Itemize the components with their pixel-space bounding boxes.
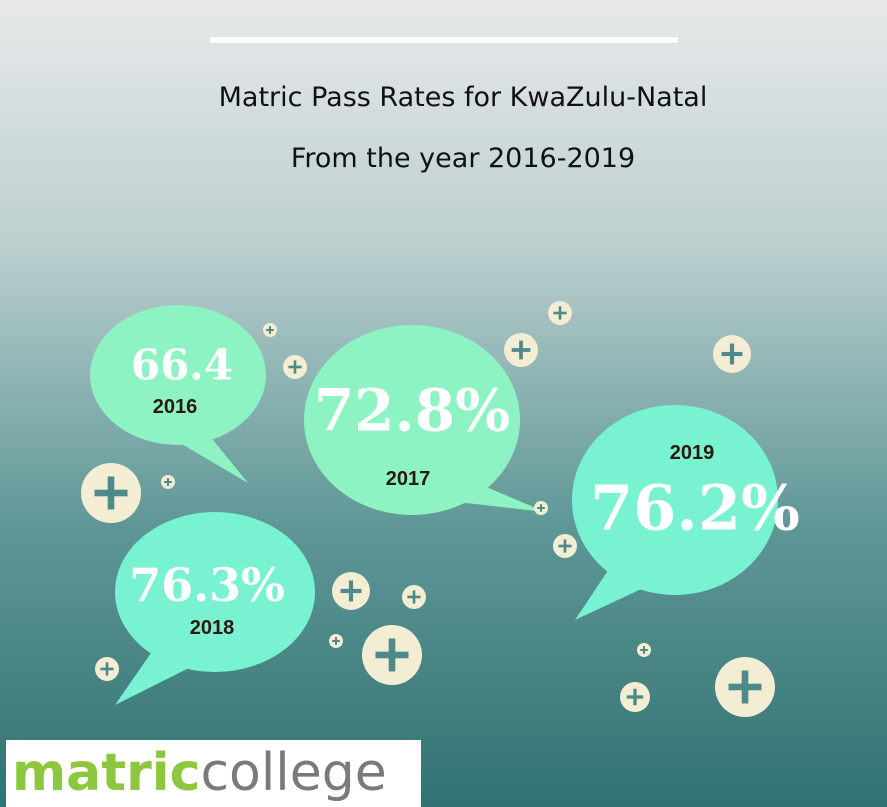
plus-icon	[637, 643, 651, 657]
logo-box	[6, 740, 421, 807]
year: 2017	[386, 468, 431, 490]
pass-rate: 72.8%	[314, 376, 510, 444]
speech-bubble: 76.3% 2018	[115, 512, 315, 705]
logo-part: college	[200, 743, 386, 803]
subtitle: From the year 2016-2019	[291, 143, 635, 174]
year: 2019	[670, 442, 715, 464]
speech-bubble: 72.8% 2017	[304, 325, 545, 515]
year: 2016	[153, 396, 198, 418]
plus-bar	[412, 590, 416, 604]
plus-bar	[167, 478, 169, 486]
plus-icon	[332, 572, 370, 610]
plus-icon	[161, 475, 175, 489]
speech-bubble: 76.2% 2019	[572, 405, 800, 620]
plus-icon	[534, 501, 548, 515]
pass-rate: 66.4	[131, 341, 233, 390]
bubble-body	[115, 512, 315, 672]
year: 2018	[190, 617, 235, 639]
plus-bar	[558, 306, 562, 320]
plus-icon	[263, 323, 277, 337]
plus-bar	[563, 539, 567, 553]
title: Matric Pass Rates for KwaZulu-Natal	[219, 82, 708, 113]
plus-bar	[540, 504, 542, 512]
bubble-body	[90, 305, 266, 445]
plus-bar	[105, 662, 109, 676]
plus-icon	[553, 534, 577, 558]
pass-rate: 76.3%	[129, 558, 285, 612]
decorations	[81, 301, 775, 717]
bubbles: 66.4 2016 72.8% 2017 76.3% 2018 76.2% 2019	[90, 305, 800, 705]
plus-bar	[643, 646, 645, 654]
plus-bar	[729, 343, 735, 365]
plus-bar	[293, 360, 297, 374]
plus-bar	[388, 638, 396, 672]
plus-icon	[548, 301, 572, 325]
divider	[210, 37, 678, 43]
logo-part: matric	[12, 743, 200, 803]
plus-icon	[713, 335, 751, 373]
plus-bar	[269, 326, 271, 334]
plus-bar	[633, 688, 637, 706]
speech-bubble: 66.4 2016	[90, 305, 266, 483]
plus-icon	[283, 355, 307, 379]
plus-bar	[519, 340, 523, 360]
plus-bar	[741, 670, 749, 704]
plus-icon	[715, 657, 775, 717]
plus-icon	[81, 463, 141, 523]
pass-rate: 76.2%	[590, 472, 800, 545]
bubble-body	[304, 325, 520, 515]
plus-icon	[504, 333, 538, 367]
logo: matriccollege	[12, 743, 387, 803]
plus-icon	[95, 657, 119, 681]
plus-icon	[402, 585, 426, 609]
bubble-body	[572, 405, 778, 595]
plus-bar	[348, 580, 354, 602]
plus-icon	[620, 682, 650, 712]
plus-bar	[107, 476, 115, 510]
plus-bar	[335, 637, 337, 645]
plus-icon	[329, 634, 343, 648]
plus-icon	[362, 625, 422, 685]
